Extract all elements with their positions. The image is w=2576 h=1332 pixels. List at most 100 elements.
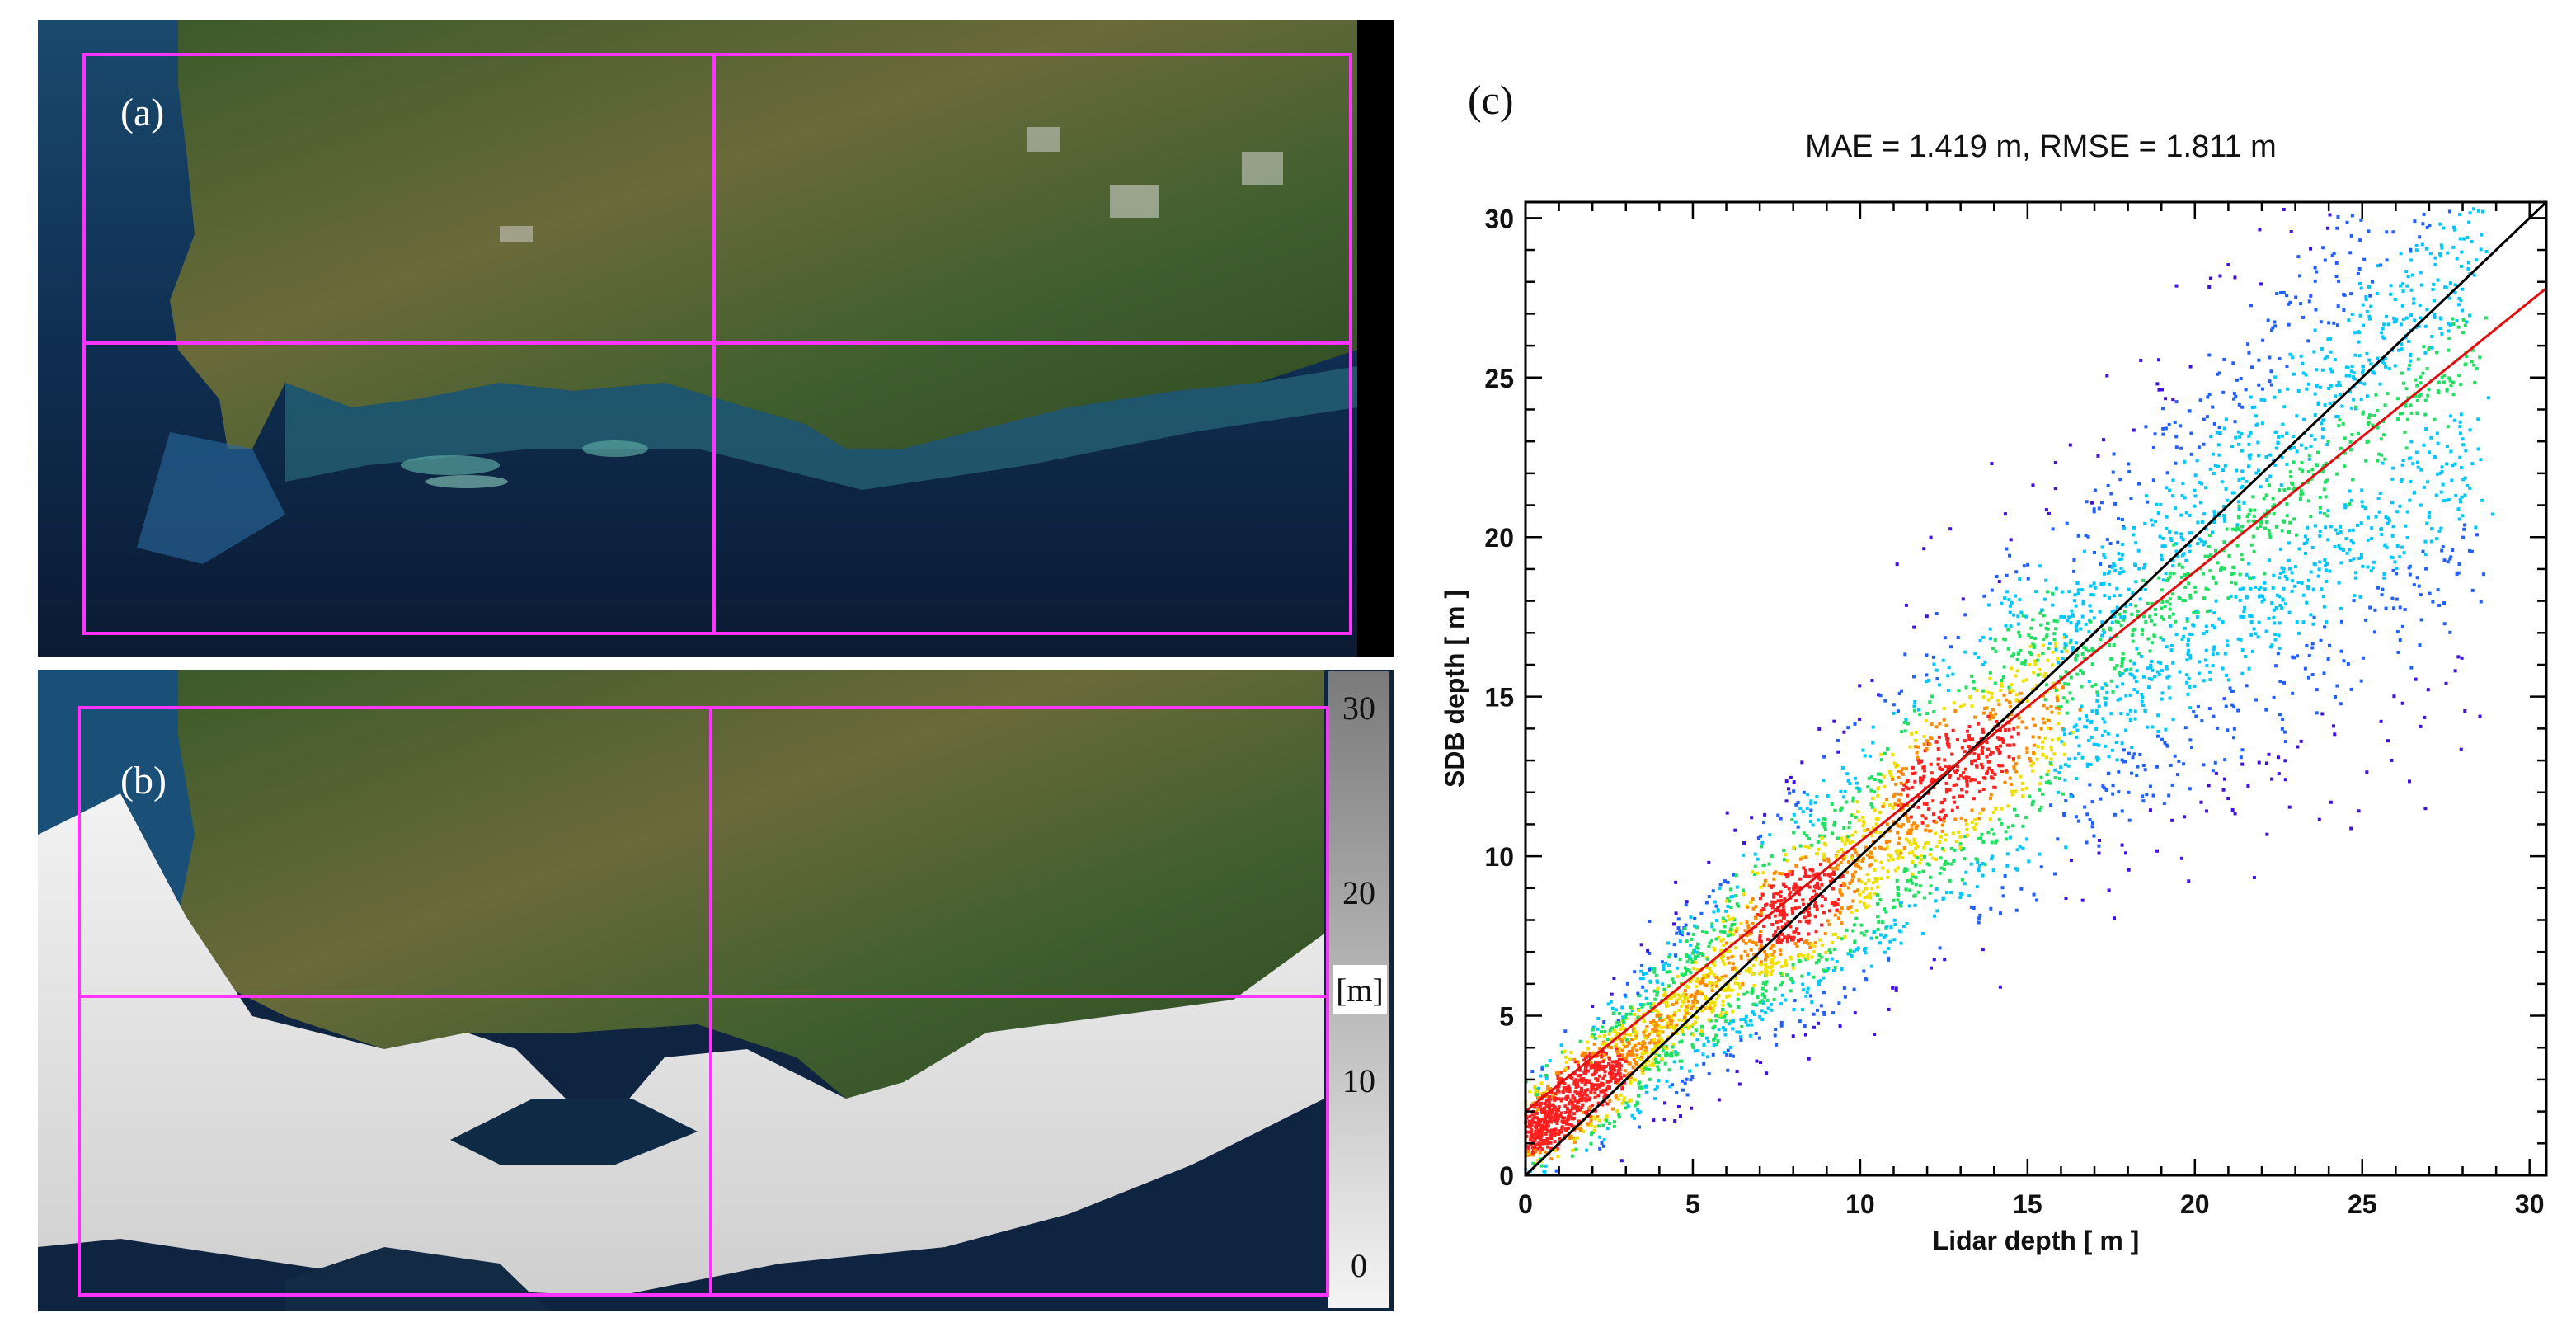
scatter-point — [1666, 1021, 1670, 1025]
scatter-point — [1864, 845, 1868, 850]
scatter-point — [2195, 459, 2199, 463]
scatter-point — [2404, 524, 2408, 528]
scatter-point — [2149, 619, 2153, 623]
scatter-point — [2402, 551, 2406, 555]
scatter-point — [2011, 824, 2015, 828]
scatter-point — [1652, 970, 1657, 974]
scatter-point — [1542, 1170, 1546, 1174]
scatter-point — [1544, 1073, 1549, 1077]
scatter-point — [2317, 567, 2321, 572]
scatter-point — [2124, 694, 2128, 698]
scatter-point — [2412, 583, 2416, 587]
scatter-point — [1731, 962, 1735, 966]
scatter-point — [1534, 1148, 1538, 1152]
scatter-point — [1535, 1103, 1539, 1107]
scatter-point — [1925, 841, 1930, 845]
scatter-point — [1865, 827, 1869, 831]
scatter-point — [1765, 980, 1769, 984]
scatter-point — [1769, 958, 1773, 963]
scatter-point — [1919, 854, 1923, 858]
scatter-point — [1941, 808, 1945, 812]
scatter-point — [2130, 673, 2134, 677]
scatter-point — [2132, 428, 2136, 432]
scatter-point — [1905, 803, 1909, 807]
scatter-point — [1583, 1092, 1587, 1096]
scatter-point — [1931, 799, 1935, 803]
scatter-point — [2042, 721, 2047, 725]
panel-c-label: (c) — [1468, 77, 1514, 123]
scatter-point — [1785, 939, 1789, 944]
scatter-point — [2334, 528, 2338, 532]
scatter-point — [1654, 1009, 1658, 1013]
scatter-point — [1723, 1033, 1728, 1037]
scatter-point — [2328, 569, 2332, 573]
scatter-point — [2341, 548, 2345, 553]
scatter-point — [1580, 1093, 1584, 1097]
scatter-point — [1546, 1129, 1550, 1133]
scatter-point — [1793, 820, 1798, 824]
scatter-point — [2400, 479, 2404, 483]
scatter-point — [2276, 440, 2280, 445]
scatter-point — [1904, 837, 1908, 841]
scatter-point — [1892, 820, 1896, 824]
scatter-point — [2226, 596, 2230, 600]
scatter-point — [1967, 725, 1972, 729]
scatter-point — [2061, 696, 2066, 700]
scatter-point — [1600, 1055, 1604, 1059]
scatter-point — [1813, 941, 1817, 945]
scatter-point — [1837, 916, 1841, 920]
scatter-point — [2240, 762, 2245, 766]
scatter-point — [1591, 1115, 1596, 1119]
scatter-point — [2222, 777, 2226, 781]
scatter-point — [2049, 745, 2053, 749]
scatter-point — [2407, 340, 2411, 344]
scatter-point — [1631, 1047, 1635, 1052]
scatter-point — [1530, 1070, 1535, 1074]
scatter-point — [2322, 418, 2326, 422]
scatter-point — [2409, 288, 2414, 292]
scatter-point — [1977, 916, 1981, 920]
scatter-point — [2099, 797, 2103, 801]
scatter-point — [1818, 863, 1822, 867]
scatter-point — [2026, 577, 2030, 581]
scatter-point — [1969, 862, 1973, 866]
scatter-point — [2104, 697, 2108, 701]
scatter-point — [2332, 251, 2336, 255]
scatter-point — [2404, 404, 2408, 408]
scatter-point — [2096, 756, 2100, 760]
scatter-point — [2045, 781, 2049, 785]
scatter-point — [2132, 688, 2136, 692]
scatter-point — [1760, 845, 1764, 849]
scatter-point — [1853, 722, 1857, 726]
scatter-point — [2005, 864, 2010, 868]
scatter-point — [2365, 309, 2369, 313]
scatter-point — [1912, 853, 1916, 857]
scatter-point — [1858, 892, 1862, 897]
scatter-point — [2254, 414, 2258, 418]
scatter-point — [2413, 219, 2417, 224]
scatter-point — [2256, 635, 2260, 639]
scatter-point — [2363, 506, 2367, 511]
scatter-point — [1906, 819, 1911, 823]
scatter-point — [2437, 252, 2442, 256]
scatter-point — [2000, 684, 2004, 688]
scatter-point — [2299, 354, 2303, 358]
scatter-point — [1695, 950, 1699, 954]
scatter-point — [2461, 514, 2465, 518]
scatter-point — [1542, 1118, 1546, 1123]
scatter-point — [1845, 870, 1850, 874]
scatter-point — [1850, 953, 1854, 958]
scatter-point — [2395, 597, 2399, 601]
scatter-point — [2288, 300, 2292, 304]
scatter-point — [1953, 769, 1957, 773]
scatter-point — [1991, 771, 1995, 775]
scatter-point — [1985, 706, 1989, 710]
scatter-point — [2133, 709, 2137, 713]
scatter-point — [2001, 894, 2005, 898]
scatter-point — [2281, 717, 2285, 721]
scatter-point — [2178, 670, 2182, 674]
scatter-point — [2053, 642, 2057, 646]
scatter-point — [2151, 793, 2155, 798]
scatter-point — [2062, 732, 2066, 737]
scatter-point — [2403, 608, 2407, 612]
